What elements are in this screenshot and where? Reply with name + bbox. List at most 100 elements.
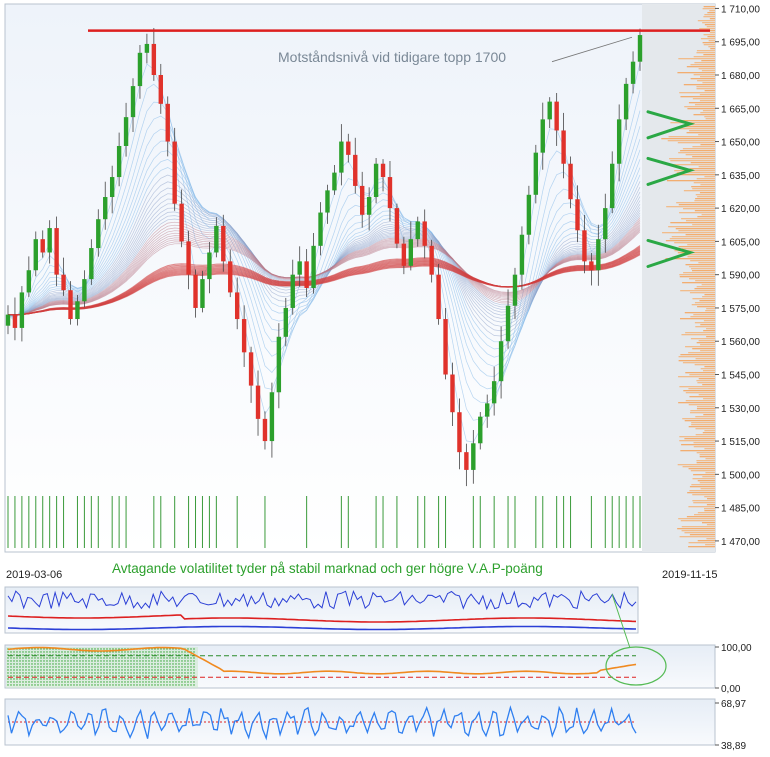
volume-bar	[692, 298, 715, 300]
vap-dot	[166, 678, 168, 680]
volume-bar	[685, 400, 715, 402]
vap-dot	[61, 684, 63, 686]
vap-dot	[157, 675, 159, 677]
candle-body	[485, 403, 490, 417]
candle-body	[505, 305, 511, 342]
vap-dot	[190, 666, 192, 668]
volume-bar	[689, 412, 715, 414]
vap-dot	[145, 684, 147, 686]
candle-body	[630, 61, 636, 84]
volume-bar	[707, 12, 715, 14]
volume-bar	[704, 14, 715, 16]
vap-dot	[97, 669, 99, 671]
vap-dot	[85, 666, 87, 668]
vap-dot	[121, 678, 123, 680]
vap-dot	[133, 678, 135, 680]
volume-bar	[699, 456, 715, 458]
vap-dot	[34, 657, 36, 659]
volume-bar	[710, 48, 715, 50]
vap-dot	[34, 666, 36, 668]
vap-dot	[136, 669, 138, 671]
vap-dot	[130, 684, 132, 686]
vap-dot	[166, 663, 168, 665]
candle-body	[498, 341, 504, 382]
volume-bar	[697, 80, 715, 82]
volume-bar	[704, 176, 715, 178]
vap-dot	[79, 648, 81, 650]
vap-dot	[115, 663, 117, 665]
vap-dot	[127, 657, 129, 659]
y-tick-label: 1 560,00	[721, 337, 760, 348]
vap-dot	[100, 657, 102, 659]
vap-dot	[22, 675, 24, 677]
vap-dot	[187, 675, 189, 677]
vap-dot	[148, 660, 150, 662]
volume-bar	[703, 54, 715, 56]
vap-dot	[109, 675, 111, 677]
vap-tick-label: 0,00	[721, 684, 741, 695]
vap-dot	[28, 660, 30, 662]
volume-bar	[678, 356, 715, 358]
vap-dot	[43, 660, 45, 662]
volume-bar	[693, 182, 715, 184]
volume-bar	[684, 532, 715, 534]
arrow-marker	[646, 238, 696, 268]
vap-dot	[157, 663, 159, 665]
vap-dot	[181, 672, 183, 674]
volume-bar	[695, 194, 715, 196]
vap-dot	[82, 651, 84, 653]
candle-body	[318, 212, 323, 246]
y-tick-label: 1 575,00	[721, 304, 760, 315]
vap-dot	[103, 669, 105, 671]
vap-dot	[22, 669, 24, 671]
vap-dot	[52, 651, 54, 653]
vap-dot	[55, 681, 57, 683]
vap-dot	[7, 675, 9, 677]
ma-line	[7, 83, 641, 421]
arrow-marker	[646, 156, 696, 186]
vap-dot	[187, 657, 189, 659]
vap-dot	[85, 660, 87, 662]
vap-dot	[49, 660, 51, 662]
vap-dot	[76, 666, 78, 668]
volume-bar	[683, 84, 715, 86]
volume-bar	[681, 530, 715, 532]
vap-dot	[37, 651, 39, 653]
vap-dot	[106, 663, 108, 665]
vap-dot	[55, 666, 57, 668]
vap-dot	[34, 651, 36, 653]
volume-bar	[684, 420, 715, 422]
volume-bar	[700, 184, 715, 186]
volume-bar	[693, 74, 715, 76]
volume-bar	[704, 430, 715, 432]
vap-dot	[25, 660, 27, 662]
volume-bar	[692, 348, 715, 350]
candle-body	[346, 141, 351, 155]
vap-dot	[61, 660, 63, 662]
volume-bar	[696, 380, 715, 382]
vap-dot	[28, 666, 30, 668]
vap-dot	[142, 660, 144, 662]
vap-dot	[97, 675, 99, 677]
vap-dot	[64, 678, 66, 680]
vap-dot	[115, 666, 117, 668]
vap-dot	[97, 666, 99, 668]
candle-body	[221, 225, 226, 262]
volume-bar	[690, 64, 715, 66]
vap-dot	[148, 666, 150, 668]
vap-dot	[22, 663, 24, 665]
volume-bar	[700, 324, 715, 326]
candle-body	[109, 177, 115, 198]
volume-bar	[690, 78, 715, 80]
vap-dot	[109, 669, 111, 671]
candle-body	[200, 279, 205, 308]
candle-body	[464, 452, 469, 470]
vap-dot	[88, 657, 90, 659]
vap-dot	[139, 666, 141, 668]
volume-bar	[689, 266, 715, 268]
volume-bar	[702, 370, 715, 372]
vap-dot	[103, 648, 105, 650]
volume-bar	[690, 268, 715, 270]
volume-bar	[694, 62, 715, 64]
